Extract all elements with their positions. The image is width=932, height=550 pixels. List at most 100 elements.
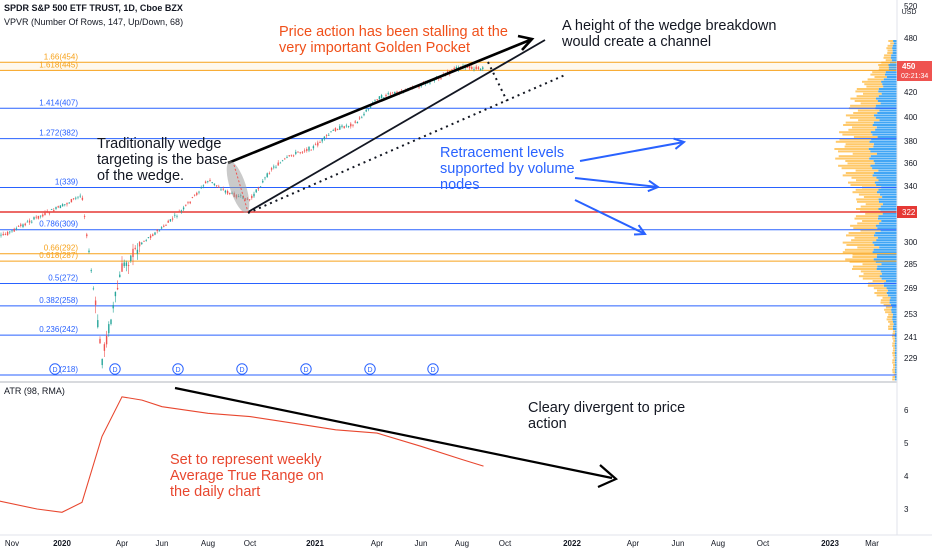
- volume-bar-down: [862, 277, 882, 280]
- candle-body: [312, 146, 315, 149]
- volume-bar-down: [842, 133, 873, 136]
- volume-bar-down: [887, 52, 893, 54]
- volume-bar-up: [892, 316, 897, 318]
- indicator-label[interactable]: VPVR (Number Of Rows, 147, Up/Down, 68): [4, 17, 184, 27]
- volume-bar-up: [895, 364, 897, 366]
- candle-body: [341, 125, 343, 127]
- candle-body: [59, 205, 62, 209]
- volume-bar-down: [843, 124, 873, 126]
- candle-body: [336, 129, 339, 130]
- fib-label-6: 0.66(292): [44, 244, 79, 253]
- volume-bar-up: [878, 188, 897, 191]
- volume-bar-down: [838, 155, 871, 158]
- volume-bar-down: [886, 318, 893, 321]
- time-label: Apr: [627, 539, 640, 548]
- volume-bar-down: [860, 270, 881, 273]
- time-label: Jun: [672, 539, 685, 548]
- volume-bar-down: [888, 325, 893, 328]
- volume-bar-down: [842, 251, 873, 254]
- divergence-note: Cleary divergent to price action: [528, 400, 686, 433]
- volume-bar-up: [879, 246, 897, 249]
- volume-bar-down: [851, 176, 877, 179]
- volume-bar-down: [884, 308, 892, 311]
- volume-bar-down: [867, 78, 884, 81]
- fib-label-0: 1.66(454): [44, 52, 79, 61]
- candle-body: [103, 344, 106, 351]
- volume-bar-down: [850, 224, 876, 227]
- countdown-label: 02:21:34: [901, 73, 928, 80]
- candle-body: [13, 228, 15, 232]
- volume-bar-up: [872, 124, 897, 126]
- candle-body: [57, 206, 59, 208]
- atr-indicator-label[interactable]: ATR (98, RMA): [4, 386, 65, 396]
- time-axis[interactable]: Nov 2020 Apr Jun Aug Oct 2021 Apr Jun Aug Oct 2022 A…: [0, 534, 932, 548]
- volume-bar-down: [858, 193, 880, 196]
- volume-bar-down: [880, 301, 890, 304]
- candle-body: [125, 262, 128, 266]
- volume-bar-up: [880, 102, 897, 105]
- volume-bar-up: [874, 114, 897, 117]
- volume-bar-down: [849, 260, 876, 263]
- volume-bar-down: [855, 90, 879, 93]
- candle-body: [204, 181, 207, 184]
- volume-bar-up: [886, 76, 897, 78]
- volume-bar-down: [842, 241, 873, 244]
- candle-body: [22, 224, 24, 227]
- volume-bar-down: [850, 97, 876, 100]
- volume-bar-up: [875, 224, 897, 227]
- volume-bar-up: [892, 47, 897, 50]
- volume-bar-down: [853, 112, 878, 114]
- volume-bar-down: [846, 234, 875, 237]
- volume-bar-up: [893, 323, 897, 326]
- candle-body: [114, 291, 117, 297]
- dividend-marker-2: [172, 363, 184, 375]
- volume-bar-down: [852, 191, 877, 194]
- candle-body: [200, 187, 202, 189]
- volume-bar-down: [891, 335, 895, 338]
- candle-body: [264, 177, 266, 179]
- fib-retracement[interactable]: 1.66(454)1.618(445) 1.414(407) 1.272(382) 1…: [0, 52, 897, 376]
- volume-bar-up: [868, 148, 897, 150]
- volume-bar-down: [860, 229, 881, 232]
- candle-body: [174, 214, 176, 216]
- candle-body: [376, 99, 378, 100]
- volume-bar-up: [881, 80, 897, 83]
- volume-bar-up: [881, 263, 897, 266]
- atr-line: [0, 396, 484, 513]
- volume-bar-up: [881, 277, 897, 280]
- volume-bar-down: [845, 143, 874, 146]
- volume-bar-up: [891, 304, 897, 306]
- candle-body: [70, 199, 73, 203]
- volume-bar-up: [895, 354, 897, 357]
- candle-body: [319, 142, 321, 143]
- retracement-arrow-0: [579, 141, 685, 162]
- price-tick: 285: [904, 260, 918, 269]
- candle-body: [202, 185, 205, 187]
- candle-body: [363, 113, 365, 116]
- candle-body: [196, 192, 198, 195]
- candle-body: [169, 219, 172, 222]
- volume-bar-down: [860, 205, 881, 208]
- current-price-label: 450: [902, 62, 916, 71]
- divergence-arrowhead: [597, 464, 619, 489]
- atr-tick: 4: [904, 472, 909, 481]
- volume-bar-down: [879, 66, 889, 69]
- price-candles: [0, 63, 484, 369]
- channel-dotted-line: [247, 74, 566, 214]
- volume-bar-down: [848, 232, 876, 234]
- volume-bar-down: [893, 340, 896, 342]
- volume-bar-up: [876, 97, 897, 100]
- candle-body: [55, 207, 57, 209]
- dividend-marker-4: [300, 363, 312, 375]
- volume-bar-down: [866, 85, 884, 88]
- candle-body: [255, 189, 257, 193]
- candle-body: [185, 204, 187, 206]
- symbol-title[interactable]: SPDR S&P 500 ETF TRUST, 1D, Cboe BZX: [4, 3, 183, 13]
- volume-bar-down: [878, 68, 889, 71]
- volume-bar-up: [892, 44, 897, 47]
- candle-body: [334, 128, 337, 132]
- candle-body: [262, 180, 264, 183]
